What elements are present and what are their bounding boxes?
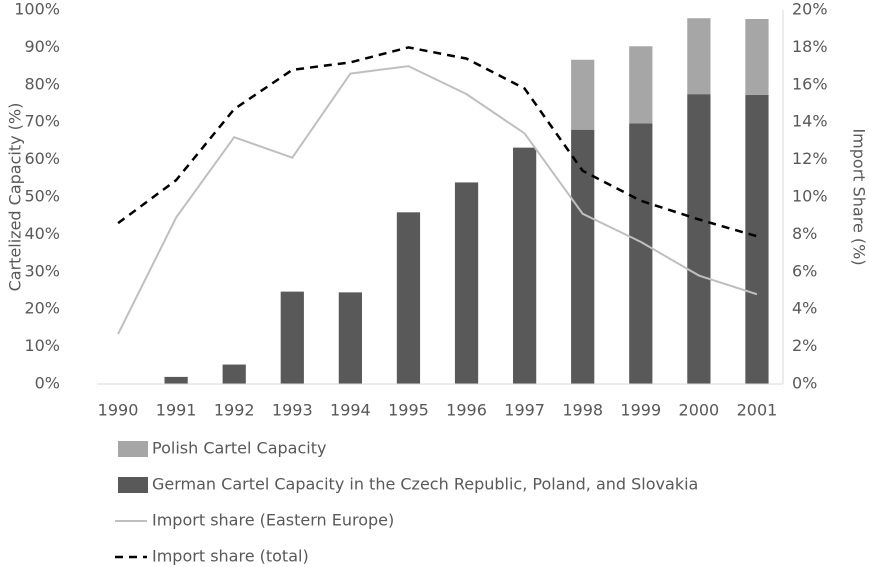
x-tick-label: 1991 — [156, 401, 197, 420]
y-axis-label: Cartelized Capacity (%) — [6, 103, 25, 292]
bar — [745, 94, 769, 384]
y-tick-label: 70% — [24, 112, 60, 131]
bar — [629, 123, 653, 385]
legend-swatch — [118, 477, 148, 493]
y-tick-label: 100% — [14, 0, 60, 19]
x-tick-label: 1995 — [388, 401, 429, 420]
x-tick-label: 1994 — [330, 401, 371, 420]
line — [117, 65, 758, 335]
x-tick-label: 1997 — [504, 401, 545, 420]
y2-tick-label: 0% — [792, 374, 817, 393]
y-tick-label: 50% — [24, 187, 60, 206]
y2-tick-label: 20% — [792, 0, 828, 19]
y2-tick-label: 2% — [792, 336, 817, 355]
y-tick-label: 0% — [35, 374, 60, 393]
y-tick-label: 10% — [24, 336, 60, 355]
x-tick-label: 2001 — [737, 401, 778, 420]
y2-axis-label: Import Share (%) — [850, 128, 869, 265]
legend-label: Import share (total) — [152, 547, 309, 566]
bar — [338, 292, 362, 384]
bar — [280, 291, 304, 384]
x-tick-label: 1992 — [214, 401, 255, 420]
y-tick-label: 90% — [24, 37, 60, 56]
bar — [513, 147, 537, 384]
x-tick-label: 1990 — [98, 401, 139, 420]
y2-tick-label: 6% — [792, 261, 817, 280]
y-tick-label: 30% — [24, 261, 60, 280]
bar — [396, 212, 421, 384]
bar — [745, 18, 769, 95]
legend-label: Import share (Eastern Europe) — [152, 511, 394, 530]
legend-label: German Cartel Capacity in the Czech Repu… — [152, 475, 698, 494]
y2-tick-label: 10% — [792, 187, 828, 206]
y-tick-label: 40% — [24, 224, 60, 243]
y2-tick-label: 8% — [792, 224, 817, 243]
bar — [571, 59, 595, 130]
y2-tick-label: 14% — [792, 112, 828, 131]
legend-swatch — [118, 441, 148, 457]
y-tick-label: 20% — [24, 299, 60, 318]
x-tick-label: 2000 — [679, 401, 720, 420]
x-tick-label: 1999 — [620, 401, 661, 420]
y2-tick-label: 4% — [792, 299, 817, 318]
y2-tick-label: 18% — [792, 37, 828, 56]
x-tick-label: 1993 — [272, 401, 313, 420]
y-tick-label: 60% — [24, 149, 60, 168]
bar — [571, 129, 595, 384]
x-tick-label: 1998 — [562, 401, 603, 420]
bar — [629, 46, 653, 124]
x-tick-label: 1996 — [446, 401, 487, 420]
y2-tick-label: 12% — [792, 149, 828, 168]
bar — [222, 364, 246, 384]
y2-tick-label: 16% — [792, 74, 828, 93]
bar — [454, 182, 479, 384]
bar — [687, 18, 711, 95]
line — [117, 46, 758, 238]
legend-label: Polish Cartel Capacity — [152, 439, 326, 458]
bar — [687, 94, 711, 385]
bar — [164, 376, 188, 384]
y-tick-label: 80% — [24, 74, 60, 93]
